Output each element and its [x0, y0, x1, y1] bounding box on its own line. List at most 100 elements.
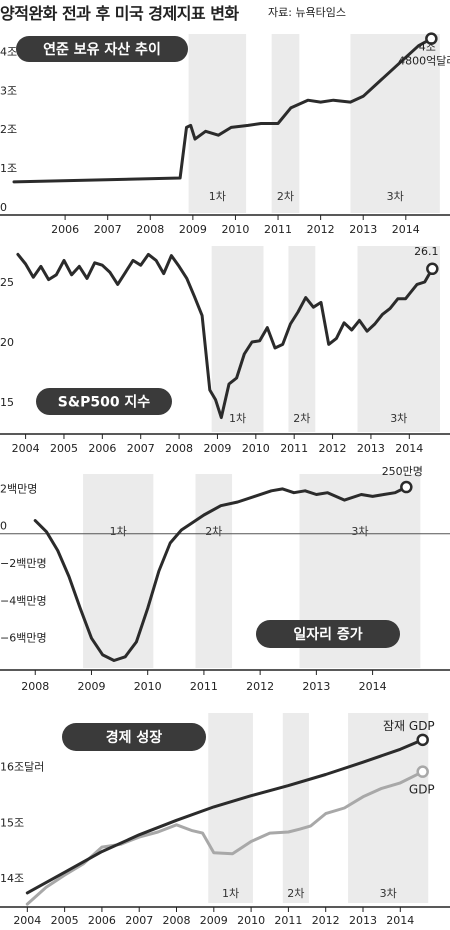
- x-tick-label: 2011: [264, 223, 292, 236]
- qe-period-band: [188, 34, 247, 213]
- x-tick-label: 2009: [179, 223, 207, 236]
- y-tick-label: 0: [0, 520, 7, 533]
- series-line: [12, 37, 433, 184]
- x-tick-label: 2010: [221, 223, 249, 236]
- series-end-marker: [416, 733, 429, 747]
- end-value-label: 4조: [419, 41, 436, 54]
- y-tick-label: 16조달러: [0, 760, 44, 773]
- chart-title-pill: [16, 36, 188, 62]
- end-value-label: 250만명: [382, 465, 423, 478]
- qe-period-band: [211, 246, 264, 432]
- x-tick-label: 2008: [163, 914, 191, 927]
- y-tick-label: 1조: [0, 162, 17, 175]
- series-end-marker: [426, 262, 439, 276]
- qe-period-label: 1차: [222, 887, 239, 900]
- end-value-label: 4800억달러: [398, 55, 450, 68]
- x-tick-label: 2004: [13, 914, 41, 927]
- y-tick-label: 0: [0, 201, 7, 214]
- qe-period-band: [282, 713, 309, 903]
- x-tick-label: 2010: [134, 680, 162, 693]
- x-tick-label: 2010: [242, 442, 270, 455]
- y-tick-label: −6백만명: [0, 632, 47, 645]
- x-tick-label: 2007: [127, 442, 155, 455]
- sp500-chart: 1차 2차 3차 15 20 25 2004 2005 2006 2007 2008 2009 2010…: [0, 245, 450, 455]
- source-note: 자료: 뉴욕타임스: [268, 6, 347, 19]
- y-tick-label: 25: [0, 276, 14, 289]
- qe-period-label: 2차: [277, 190, 294, 203]
- x-tick-label: 2012: [246, 680, 274, 693]
- qe-period-label: 3차: [351, 525, 368, 538]
- jobs-chart: 1차 2차 3차 2백만명 0 −2백만명 −4백만명 −6백만명 2008 2009 2010 20…: [0, 465, 450, 693]
- y-tick-label: −4백만명: [0, 594, 47, 607]
- chart-title: 경제 성장: [106, 729, 163, 746]
- gdp-chart: 1차 2차 3차 14조 15조 16조달러 2004 2005 2006 2007 2008 200…: [0, 713, 450, 927]
- x-tick-label: 2005: [51, 914, 79, 927]
- series-end-marker: [425, 32, 438, 45]
- chart-title-pill: [36, 388, 172, 415]
- x-tick-label: 2012: [312, 914, 340, 927]
- chart-title: 일자리 증가: [293, 627, 362, 643]
- y-tick-label: 2조: [0, 123, 17, 136]
- qe-period-label: 2차: [205, 525, 222, 538]
- x-tick-label: 2007: [125, 914, 153, 927]
- y-tick-label: 20: [0, 336, 14, 349]
- series-end-marker: [400, 480, 413, 494]
- x-tick-label: 2012: [319, 442, 347, 455]
- end-value-label: 26.1: [414, 245, 439, 258]
- series-line: [16, 252, 434, 420]
- x-tick-label: 2013: [349, 914, 377, 927]
- x-tick-label: 2006: [88, 914, 116, 927]
- y-tick-label: 3조: [0, 84, 17, 97]
- series-end-marker: [416, 765, 429, 778]
- qe-period-label: 2차: [287, 887, 304, 900]
- qe-period-label: 1차: [229, 412, 246, 425]
- x-tick-label: 2008: [165, 442, 193, 455]
- qe-period-label: 1차: [110, 525, 127, 538]
- x-tick-label: 2014: [386, 914, 414, 927]
- x-tick-label: 2013: [349, 223, 377, 236]
- x-tick-label: 2006: [51, 223, 79, 236]
- y-tick-label: 14조: [0, 872, 24, 885]
- series-label: GDP: [409, 783, 435, 797]
- x-tick-label: 2008: [136, 223, 164, 236]
- x-tick-label: 2012: [307, 223, 335, 236]
- x-tick-label: 2013: [357, 442, 385, 455]
- x-tick-label: 2011: [274, 914, 302, 927]
- qe-period-band: [208, 713, 253, 903]
- qe-period-label: 2차: [293, 412, 310, 425]
- chart-title: 연준 보유 자산 추이: [43, 41, 161, 58]
- series-label: 잠재 GDP: [383, 719, 435, 733]
- qe-period-label: 3차: [387, 190, 404, 203]
- x-tick-label: 2014: [359, 680, 387, 693]
- x-tick-label: 2006: [88, 442, 116, 455]
- x-tick-label: 2011: [190, 680, 218, 693]
- x-tick-label: 2011: [280, 442, 308, 455]
- y-tick-label: 15: [0, 396, 14, 409]
- series-line: [25, 770, 425, 906]
- y-tick-label: 2백만명: [0, 482, 37, 495]
- x-tick-label: 2009: [203, 442, 231, 455]
- fed-assets-chart: 1차2차3차01조2조3조4조달러20062007200820092010201…: [0, 32, 450, 236]
- x-tick-label: 2014: [395, 442, 423, 455]
- chart-title: S&P500 지수: [58, 395, 151, 411]
- x-tick-label: 2013: [302, 680, 330, 693]
- qe-period-band: [195, 474, 233, 668]
- x-tick-label: 2014: [392, 223, 420, 236]
- qe-period-band: [357, 246, 440, 432]
- qe-period-label: 1차: [209, 190, 226, 203]
- x-tick-label: 2008: [21, 680, 49, 693]
- x-tick-label: 2005: [50, 442, 78, 455]
- series-line: [25, 738, 425, 895]
- x-tick-label: 2009: [77, 680, 105, 693]
- x-tick-label: 2010: [237, 914, 265, 927]
- qe-period-band: [83, 474, 154, 668]
- qe-period-band: [350, 34, 440, 213]
- chart-title-pill: [62, 723, 206, 751]
- chart-title-pill: [256, 620, 400, 648]
- series-line: [33, 485, 408, 662]
- y-tick-label: −2백만명: [0, 557, 47, 570]
- qe-period-label: 3차: [390, 412, 407, 425]
- y-tick-label: 15조: [0, 816, 24, 829]
- x-tick-label: 2004: [12, 442, 40, 455]
- x-tick-label: 2009: [200, 914, 228, 927]
